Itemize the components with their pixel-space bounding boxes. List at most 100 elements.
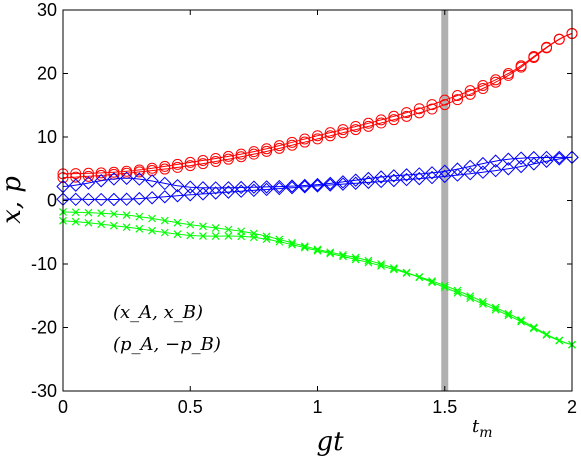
y-tick-label: -30 bbox=[31, 381, 57, 401]
data-point-diamond bbox=[450, 162, 465, 176]
data-point-circle bbox=[541, 41, 553, 53]
data-point-x bbox=[186, 231, 195, 240]
data-point-diamond bbox=[476, 156, 490, 171]
data-point-circle bbox=[286, 139, 298, 151]
data-point-x bbox=[148, 226, 156, 235]
data-point-circle bbox=[324, 127, 336, 139]
data-point-diamond bbox=[158, 190, 172, 204]
data-point-diamond bbox=[552, 150, 566, 165]
data-point-circle bbox=[261, 145, 273, 157]
data-point-circle bbox=[210, 152, 222, 164]
data-point-diamond bbox=[81, 176, 96, 190]
data-point-x bbox=[224, 225, 233, 234]
data-point-x bbox=[97, 209, 106, 218]
data-point-x bbox=[313, 245, 322, 254]
data-point-diamond bbox=[298, 178, 312, 193]
data-point-x bbox=[466, 292, 475, 300]
data-point-circle bbox=[172, 161, 184, 173]
data-point-diamond bbox=[259, 180, 274, 194]
data-point-diamond bbox=[463, 159, 477, 174]
data-point-circle bbox=[426, 103, 438, 115]
x-tick-label: 1 bbox=[312, 397, 322, 417]
data-point-diamond bbox=[272, 179, 287, 194]
series-layer bbox=[56, 27, 579, 349]
data-point-circle bbox=[159, 160, 171, 172]
data-point-diamond bbox=[476, 165, 490, 179]
data-point-circle bbox=[350, 120, 362, 132]
data-point-circle bbox=[108, 166, 120, 178]
data-point-x bbox=[224, 232, 233, 240]
data-point-x bbox=[389, 265, 398, 274]
data-point-circle bbox=[222, 153, 234, 165]
data-point-x bbox=[148, 214, 156, 223]
data-point-circle bbox=[82, 170, 94, 182]
data-point-diamond bbox=[450, 168, 465, 182]
data-point-diamond bbox=[336, 175, 350, 189]
data-point-diamond bbox=[412, 167, 427, 181]
data-point-circle bbox=[477, 79, 489, 91]
data-point-diamond bbox=[323, 176, 337, 191]
data-point-diamond bbox=[183, 180, 197, 194]
data-point-circle bbox=[490, 74, 502, 86]
plot-background bbox=[63, 10, 572, 391]
tick-layer: 0 0.5 1 1.5 2 30 20 10 0 -10 -20 -30 bbox=[31, 0, 577, 417]
data-point-diamond bbox=[69, 192, 83, 207]
annotation-p-pair: (p_A, −p_B) bbox=[113, 334, 221, 355]
data-point-x bbox=[211, 223, 220, 232]
data-point-x bbox=[479, 300, 487, 308]
data-point-x bbox=[326, 249, 335, 258]
data-point-diamond bbox=[119, 192, 134, 206]
data-point-diamond bbox=[501, 162, 516, 176]
data-point-x bbox=[491, 303, 500, 312]
data-point-circle bbox=[337, 124, 349, 136]
data-point-circle bbox=[159, 163, 171, 175]
y-tick-label: 20 bbox=[37, 64, 57, 84]
data-point-circle bbox=[426, 99, 438, 111]
data-point-diamond bbox=[527, 157, 541, 171]
x-tick-label: 0 bbox=[58, 397, 68, 417]
data-point-diamond bbox=[285, 179, 299, 193]
data-point-diamond bbox=[119, 171, 134, 185]
data-point-x bbox=[428, 277, 436, 285]
series-line bbox=[63, 156, 573, 201]
data-point-x bbox=[364, 258, 373, 267]
data-point-circle bbox=[70, 171, 82, 183]
data-point-circle bbox=[197, 158, 209, 170]
data-point-x bbox=[122, 211, 131, 220]
data-point-x bbox=[491, 305, 500, 314]
data-point-circle bbox=[235, 151, 247, 163]
data-point-circle bbox=[248, 148, 260, 160]
data-point-diamond bbox=[145, 191, 159, 205]
data-point-x bbox=[517, 317, 526, 326]
data-point-circle bbox=[312, 133, 323, 145]
data-point-diamond bbox=[196, 181, 210, 195]
data-point-x bbox=[555, 336, 564, 345]
data-point-circle bbox=[375, 117, 387, 129]
series-circle-1 bbox=[57, 27, 578, 180]
tm-label: tm bbox=[472, 416, 493, 441]
data-point-circle bbox=[273, 142, 285, 154]
data-point-diamond bbox=[132, 191, 147, 206]
y-tick-label: 30 bbox=[37, 0, 57, 20]
data-point-x bbox=[84, 218, 93, 227]
data-point-circle bbox=[413, 103, 425, 115]
y-tick-label: 10 bbox=[37, 127, 57, 147]
data-point-diamond bbox=[488, 154, 503, 168]
data-point-x bbox=[160, 216, 169, 225]
data-point-x bbox=[71, 208, 80, 217]
series-x-5 bbox=[59, 216, 576, 349]
data-point-x bbox=[517, 316, 526, 324]
series-diamond-3 bbox=[56, 150, 579, 195]
data-point-circle bbox=[515, 60, 527, 72]
x-tick-label: 0.5 bbox=[178, 397, 203, 417]
data-point-diamond bbox=[438, 169, 452, 184]
data-point-x bbox=[186, 220, 195, 229]
data-point-diamond bbox=[438, 164, 452, 178]
data-point-x bbox=[300, 243, 309, 252]
data-point-circle bbox=[197, 154, 209, 166]
data-point-diamond bbox=[107, 172, 121, 186]
data-point-x bbox=[173, 218, 182, 227]
data-point-circle bbox=[451, 89, 463, 101]
data-point-x bbox=[351, 255, 360, 264]
data-point-x bbox=[326, 248, 335, 257]
